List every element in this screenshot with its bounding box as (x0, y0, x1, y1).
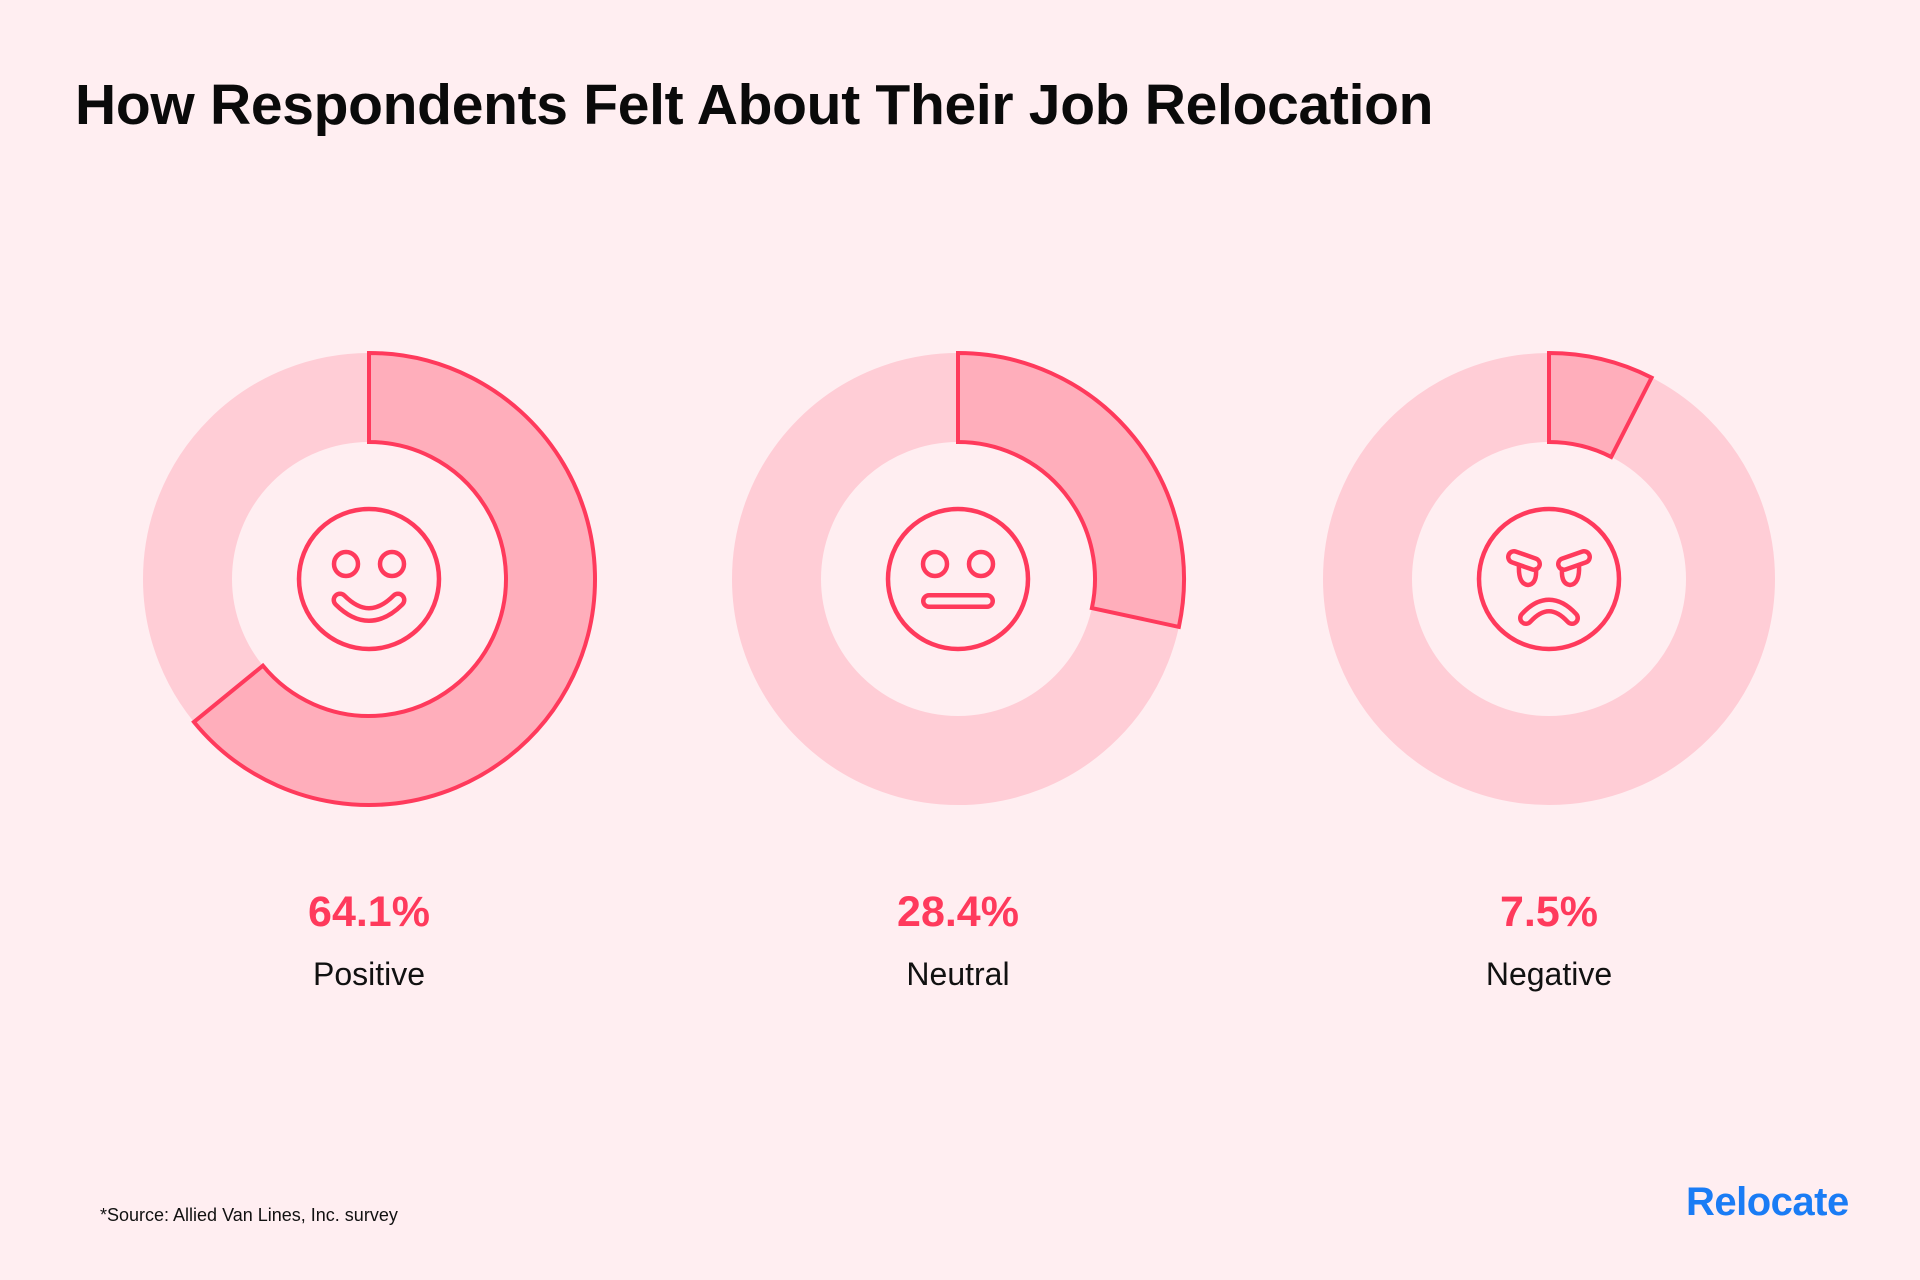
chart-title: How Respondents Felt About Their Job Rel… (75, 73, 1434, 137)
donut-slice (956, 350, 1186, 630)
donut-slice (191, 350, 597, 807)
value-label-positive: 64.1% (308, 888, 430, 936)
smiling-face-icon (296, 506, 442, 652)
category-label-neutral: Neutral (906, 956, 1010, 992)
donut-neutral (732, 350, 1186, 805)
source-note: *Source: Allied Van Lines, Inc. survey (100, 1205, 398, 1225)
category-label-negative: Negative (1485, 956, 1613, 992)
value-label-neutral: 28.4% (897, 888, 1019, 936)
value-label-negative: 7.5% (1499, 888, 1598, 936)
neutral-face-icon (885, 506, 1031, 652)
relocate-logo: Relocate (1686, 1180, 1849, 1224)
donut-slice (1547, 350, 1655, 460)
donut-positive (143, 350, 597, 807)
angry-face-icon (1476, 506, 1622, 652)
category-label-positive: Positive (312, 956, 426, 992)
donut-track (1323, 353, 1775, 805)
donut-negative (1323, 350, 1775, 805)
